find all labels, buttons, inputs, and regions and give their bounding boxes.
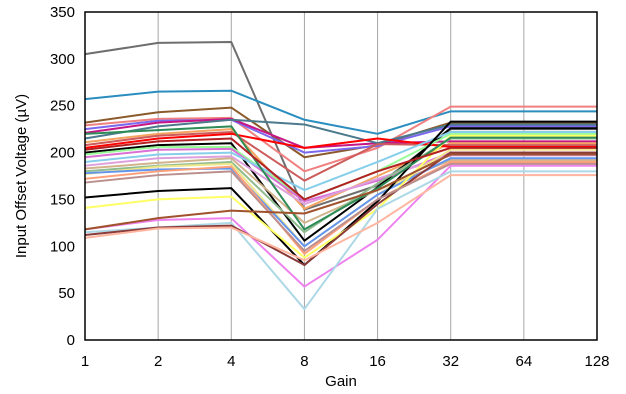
- y-tick-label: 150: [50, 191, 75, 208]
- y-tick-label: 350: [50, 4, 75, 21]
- series-line-29: [84, 162, 597, 252]
- y-tick-label: 50: [58, 285, 75, 302]
- y-tick-label: 100: [50, 238, 75, 255]
- y-tick-label: 300: [50, 51, 75, 68]
- x-tick-label: 8: [300, 353, 308, 370]
- y-axis-title: Input Offset Voltage (µV): [13, 94, 30, 258]
- x-axis-title: Gain: [325, 373, 357, 390]
- x-tick-label: 2: [154, 353, 162, 370]
- series-line-7: [84, 118, 597, 145]
- x-tick-label: 32: [442, 353, 459, 370]
- series-line-25: [84, 151, 597, 267]
- series-line-30: [84, 153, 597, 231]
- series-line-16: [84, 157, 597, 224]
- x-tick-label: 64: [516, 353, 533, 370]
- y-axis-ticks: 0 50 100 150 200 250 300 350: [50, 4, 75, 349]
- series-line-23: [84, 164, 597, 288]
- series-line-5: [84, 118, 597, 154]
- x-tick-label: 16: [369, 353, 386, 370]
- x-axis-ticks: 1 2 4 8 16 32 64 128: [81, 353, 610, 370]
- series-line-28: [84, 137, 597, 201]
- series-line-3: [84, 105, 597, 173]
- series-line-26: [84, 174, 597, 262]
- series-line-2: [84, 89, 597, 135]
- series-lines: [84, 40, 597, 311]
- x-tick-label: 4: [227, 353, 235, 370]
- series-line-6: [84, 117, 597, 149]
- y-tick-label: 0: [67, 332, 75, 349]
- x-tick-label: 128: [584, 353, 609, 370]
- y-tick-label: 200: [50, 145, 75, 162]
- x-tick-label: 1: [81, 353, 89, 370]
- series-line-27: [84, 125, 597, 231]
- series-line-14: [84, 130, 597, 192]
- plot-area-border: [84, 11, 598, 341]
- series-line-20: [84, 160, 597, 255]
- series-line-9: [84, 130, 597, 182]
- series-line-19: [84, 157, 597, 248]
- y-tick-label: 250: [50, 98, 75, 115]
- series-line-22: [84, 134, 597, 259]
- series-line-11: [84, 127, 597, 242]
